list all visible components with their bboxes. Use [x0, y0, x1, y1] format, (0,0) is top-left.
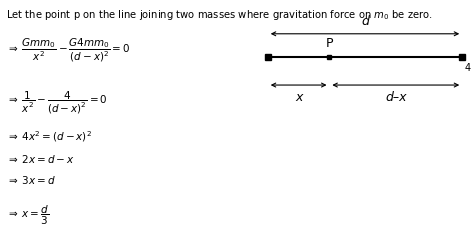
Text: $\Rightarrow\;\dfrac{Gmm_0}{x^2} - \dfrac{G4mm_0}{(d-x)^2} = 0$: $\Rightarrow\;\dfrac{Gmm_0}{x^2} - \dfra… — [6, 36, 130, 64]
Text: $\Rightarrow\;4x^2 = (d-x)^2$: $\Rightarrow\;4x^2 = (d-x)^2$ — [6, 129, 91, 144]
Text: P: P — [326, 37, 333, 50]
Text: x: x — [295, 91, 302, 104]
Text: $\Rightarrow\;\dfrac{1}{x^2} - \dfrac{4}{(d-x)^2} = 0$: $\Rightarrow\;\dfrac{1}{x^2} - \dfrac{4}… — [6, 90, 107, 116]
Text: 4 cm: 4 cm — [465, 63, 474, 73]
Text: $\Rightarrow\;2x = d - x$: $\Rightarrow\;2x = d - x$ — [6, 153, 74, 165]
Text: d: d — [361, 15, 369, 28]
Text: $\Rightarrow\;3x = d$: $\Rightarrow\;3x = d$ — [6, 174, 55, 186]
Text: d–x: d–x — [385, 91, 407, 104]
Text: Let the point p on the line joining two masses where gravitation force on $m_0$ : Let the point p on the line joining two … — [6, 8, 433, 22]
Text: $\Rightarrow\;x = \dfrac{d}{3}$: $\Rightarrow\;x = \dfrac{d}{3}$ — [6, 204, 49, 227]
